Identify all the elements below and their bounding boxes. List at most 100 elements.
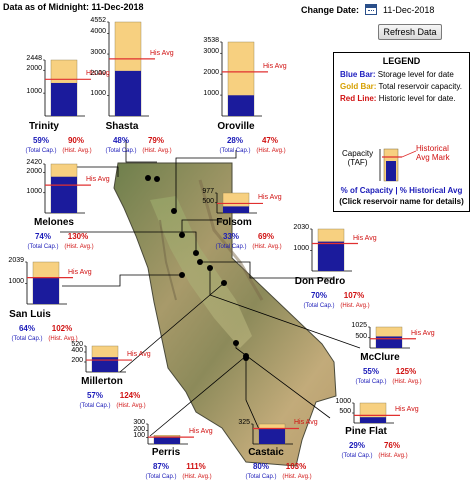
- millerton-location-dot: [221, 280, 227, 286]
- don-pedro-name-link[interactable]: Don Pedro: [294, 276, 346, 287]
- legend-blue-key: Blue Bar:: [340, 70, 376, 79]
- millerton-name-link[interactable]: Millerton: [81, 376, 123, 387]
- shasta-name-link[interactable]: Shasta: [105, 121, 139, 132]
- oroville-storage-bar[interactable]: [228, 95, 254, 116]
- don-pedro-tick-label: 2030: [293, 224, 309, 231]
- legend-red-desc: Historic level for date.: [378, 94, 456, 103]
- data-as-of-label: Data as of Midnight: 11-Dec-2018: [3, 2, 144, 12]
- castaic-connector-line: [245, 358, 263, 437]
- oroville-name-link[interactable]: Oroville: [217, 121, 255, 132]
- don-pedro-hist-avg-label: (Hist. Avg.): [340, 303, 370, 309]
- folsom-storage-bar[interactable]: [223, 206, 249, 213]
- folsom-name-link[interactable]: Folsom: [216, 217, 252, 228]
- shasta-tick-label: 1000: [90, 90, 106, 98]
- mcclure-tick-label: 500: [355, 332, 367, 340]
- san-luis-storage-bar[interactable]: [33, 277, 59, 304]
- san-luis-pct-capacity: 64%: [18, 324, 35, 333]
- shasta-storage-bar[interactable]: [115, 70, 141, 116]
- pine-flat-tick-label: 1000: [335, 398, 351, 405]
- shasta-location-dot: [154, 176, 160, 182]
- legend-box: LEGEND Blue Bar: Storage level for date …: [333, 52, 470, 212]
- change-date-value[interactable]: 11-Dec-2018: [383, 5, 435, 15]
- castaic-storage-bar[interactable]: [259, 428, 285, 444]
- shasta-tick-label: 4000: [90, 28, 106, 36]
- trinity-name-link[interactable]: Trinity: [28, 121, 59, 132]
- pine-flat-name-link[interactable]: Pine Flat: [345, 426, 387, 437]
- mcclure-location-dot: [207, 265, 213, 271]
- legend-gold-desc: Total reservoir capacity.: [378, 82, 462, 91]
- trinity-pct-historic: 90%: [67, 136, 84, 145]
- folsom-pct-historic: 69%: [257, 232, 274, 241]
- oroville-total-cap-label: (Total Cap.): [219, 148, 251, 154]
- trinity-tick-label: 1000: [26, 88, 42, 96]
- melones-pct-capacity: 74%: [34, 232, 51, 241]
- refresh-data-button[interactable]: Refresh Data: [378, 24, 442, 40]
- don-pedro-total-cap-label: (Total Cap.): [303, 303, 335, 309]
- legend-sample-bar: [379, 148, 417, 182]
- millerton-storage-bar[interactable]: [92, 357, 118, 372]
- legend-capacity-line1: Capacity: [342, 149, 374, 158]
- pine-flat-total-cap-label: (Total Cap.): [341, 453, 373, 459]
- mcclure-pct-historic: 125%: [395, 367, 417, 376]
- perris-storage-bar[interactable]: [154, 436, 180, 444]
- san-luis-name-link[interactable]: San Luis: [9, 309, 51, 320]
- folsom-his-avg-label: His Avg: [258, 194, 282, 202]
- oroville-location-dot: [171, 208, 177, 214]
- millerton-tick-label: 400: [71, 347, 83, 354]
- pine-flat-his-avg-label: His Avg: [395, 406, 419, 414]
- castaic-hist-avg-label: (Hist. Avg.): [282, 474, 312, 480]
- millerton-pct-capacity: 57%: [86, 391, 103, 400]
- san-luis-his-avg-label: His Avg: [68, 268, 92, 276]
- trinity-hist-avg-label: (Hist. Avg.): [62, 148, 92, 154]
- mcclure-total-cap-label: (Total Cap.): [355, 379, 387, 385]
- san-luis-tick-label: 2039: [8, 257, 24, 264]
- oroville-pct-historic: 47%: [261, 136, 278, 145]
- perris-total-cap-label: (Total Cap.): [145, 474, 177, 480]
- san-luis-tick-label: 1000: [8, 278, 24, 286]
- pine-flat-storage-bar[interactable]: [360, 417, 386, 423]
- perris-tick-label: 300: [133, 419, 145, 426]
- castaic-name-link[interactable]: Castaic: [248, 447, 284, 458]
- castaic-his-avg-label: His Avg: [294, 419, 318, 427]
- legend-capacity-label: Capacity (TAF): [342, 149, 373, 167]
- oroville-tick-label: 2000: [203, 69, 219, 77]
- don-pedro-connector-line: [200, 261, 334, 279]
- don-pedro-storage-bar[interactable]: [318, 241, 344, 271]
- pine-flat-pct-capacity: 29%: [348, 441, 365, 450]
- legend-footer-click: (Click reservoir name for details): [339, 197, 464, 206]
- millerton-connector-line: [119, 282, 225, 373]
- perris-name-link[interactable]: Perris: [151, 447, 181, 458]
- legend-capacity-line2: (TAF): [347, 158, 368, 167]
- shasta-tick-label: 2000: [90, 69, 106, 77]
- shasta-pct-capacity: 48%: [112, 136, 129, 145]
- perris-hist-avg-label: (Hist. Avg.): [182, 474, 212, 480]
- legend-gold-key: Gold Bar:: [340, 82, 377, 91]
- mcclure-his-avg-label: His Avg: [411, 329, 435, 337]
- perris-pct-historic: 111%: [186, 462, 206, 471]
- san-luis-pct-historic: 102%: [51, 324, 73, 333]
- perris-his-avg-label: His Avg: [189, 428, 213, 436]
- melones-name-link[interactable]: Melones: [33, 217, 74, 228]
- mcclure-name-link[interactable]: McClure: [360, 352, 400, 363]
- mcclure-tick-label: 1025: [351, 322, 367, 329]
- castaic-total-cap-label: (Total Cap.): [245, 474, 277, 480]
- folsom-tick-label: 500: [202, 197, 214, 205]
- trinity-his-avg-label: His Avg: [86, 70, 110, 78]
- oroville-pct-capacity: 28%: [226, 136, 243, 145]
- shasta-hist-avg-label: (Hist. Avg.): [142, 148, 172, 154]
- shasta-total-cap-label: (Total Cap.): [105, 148, 137, 154]
- mcclure-storage-bar[interactable]: [376, 336, 402, 348]
- trinity-storage-bar[interactable]: [51, 82, 77, 116]
- melones-storage-bar[interactable]: [51, 176, 77, 213]
- oroville-tick-label: 1000: [203, 90, 219, 98]
- folsom-pct-capacity: 33%: [222, 232, 239, 241]
- castaic-location-dot: [243, 355, 249, 361]
- calendar-icon[interactable]: [365, 4, 377, 15]
- shasta-connector-line: [125, 140, 157, 163]
- pine-flat-hist-avg-label: (Hist. Avg.): [378, 453, 408, 459]
- mcclure-hist-avg-label: (Hist. Avg.): [392, 379, 422, 385]
- castaic-pct-capacity: 80%: [252, 462, 269, 471]
- shasta-pct-historic: 79%: [147, 136, 164, 145]
- don-pedro-pct-historic: 107%: [343, 291, 365, 300]
- folsom-location-dot: [179, 232, 185, 238]
